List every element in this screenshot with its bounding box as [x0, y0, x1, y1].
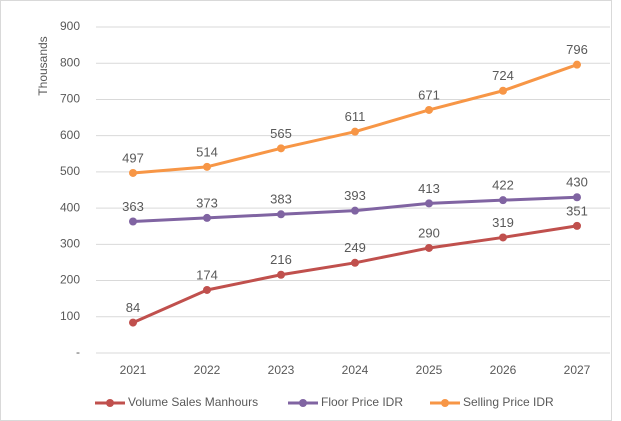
data-point — [351, 127, 359, 136]
x-tick-label: 2024 — [342, 363, 369, 377]
legend-marker — [441, 399, 449, 407]
data-point — [573, 193, 581, 202]
legend-marker — [299, 399, 307, 407]
y-tick-label: 700 — [60, 92, 80, 106]
y-tick-label: 900 — [60, 19, 80, 33]
data-label: 497 — [122, 150, 144, 165]
x-tick-label: 2027 — [564, 363, 591, 377]
data-point — [277, 210, 285, 219]
y-axis-label: Thousands — [36, 36, 50, 95]
data-label: 363 — [122, 199, 144, 214]
y-tick-label: 400 — [60, 200, 80, 214]
data-point — [499, 86, 507, 95]
data-label: 611 — [345, 109, 366, 124]
data-label: 290 — [418, 225, 440, 240]
data-label: 422 — [492, 178, 514, 193]
data-label: 174 — [196, 267, 218, 282]
data-point — [351, 258, 359, 267]
y-tick-label: 200 — [60, 273, 80, 287]
data-label: 249 — [344, 240, 366, 255]
data-label: 565 — [270, 126, 292, 141]
y-tick-label: - — [76, 345, 80, 359]
data-point — [203, 213, 211, 222]
data-label: 430 — [566, 175, 588, 190]
data-point — [203, 162, 211, 171]
x-tick-label: 2026 — [490, 363, 517, 377]
data-point — [203, 285, 211, 294]
legend-label: Selling Price IDR — [463, 395, 554, 409]
x-tick-label: 2021 — [120, 363, 147, 377]
x-tick-label: 2022 — [194, 363, 221, 377]
data-point — [499, 196, 507, 205]
data-label: 351 — [566, 203, 588, 218]
y-tick-label: 100 — [60, 309, 80, 323]
data-point — [351, 206, 359, 215]
data-label: 319 — [492, 215, 514, 230]
y-tick-label: 600 — [60, 128, 80, 142]
data-label: 84 — [126, 300, 140, 315]
data-label: 413 — [418, 181, 440, 196]
data-point — [129, 318, 137, 327]
y-tick-label: 500 — [60, 164, 80, 178]
data-point — [573, 60, 581, 69]
data-point — [425, 243, 433, 252]
x-tick-label: 2023 — [268, 363, 295, 377]
data-label: 373 — [196, 195, 218, 210]
data-point — [573, 221, 581, 230]
data-label: 724 — [492, 68, 514, 83]
data-label: 796 — [566, 42, 588, 57]
data-point — [129, 168, 137, 177]
legend-label: Volume Sales Manhours — [128, 395, 258, 409]
data-point — [499, 233, 507, 242]
data-label: 671 — [418, 87, 440, 102]
legend-marker — [106, 399, 114, 407]
data-label: 393 — [344, 188, 366, 203]
y-tick-label: 300 — [60, 237, 80, 251]
data-point — [425, 199, 433, 208]
data-point — [277, 144, 285, 153]
y-tick-label: 800 — [60, 55, 80, 69]
data-label: 216 — [270, 252, 292, 267]
data-label: 383 — [270, 192, 292, 207]
data-label: 514 — [196, 144, 218, 159]
x-tick-label: 2025 — [416, 363, 443, 377]
legend-label: Floor Price IDR — [321, 395, 403, 409]
data-point — [129, 217, 137, 226]
data-point — [277, 270, 285, 279]
data-point — [425, 105, 433, 114]
